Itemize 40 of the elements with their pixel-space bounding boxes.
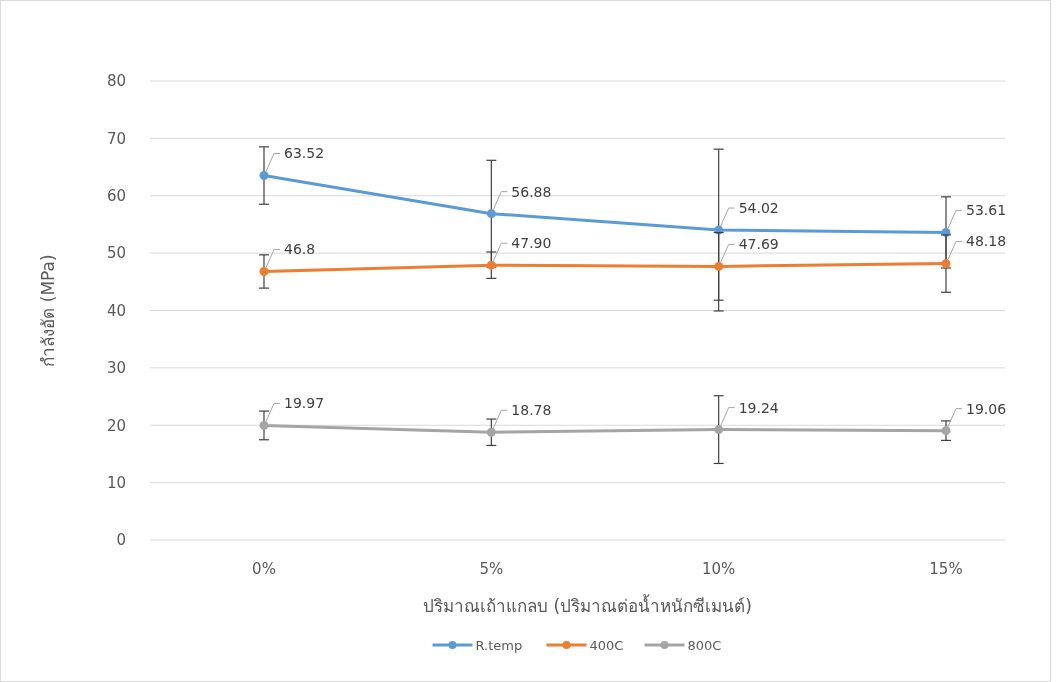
y-tick-label: 70: [106, 129, 126, 148]
point: [486, 260, 496, 270]
data-label: 47.69: [738, 236, 779, 253]
point: [259, 420, 269, 430]
y-tick-label: 0: [116, 531, 126, 550]
data-label: 19.97: [284, 395, 325, 412]
legend-label: 800C: [687, 637, 722, 653]
data-label: 18.78: [511, 402, 552, 419]
x-tick-label: 5%: [479, 560, 504, 578]
y-tick-label: 50: [106, 244, 126, 263]
point: [259, 171, 269, 181]
data-label: 53.61: [966, 202, 1007, 219]
point: [941, 426, 951, 436]
x-axis-title: ปริมาณเถ้าแกลบ (ปริมาณต่อน้ำหนักซีเมนต์): [423, 594, 752, 616]
legend-label: 400C: [589, 637, 624, 653]
legend-label: R.temp: [475, 637, 523, 653]
y-tick-label: 30: [106, 359, 126, 378]
point: [486, 427, 496, 437]
data-label: 19.24: [738, 399, 779, 416]
data-label: 46.8: [284, 241, 316, 258]
y-tick-label: 40: [106, 301, 126, 320]
x-tick-label: 10%: [701, 560, 736, 578]
data-label: 56.88: [511, 183, 552, 200]
y-axis-title: กำลังอัด (MPa): [38, 254, 58, 367]
data-label: 48.18: [966, 233, 1007, 250]
point: [714, 425, 724, 435]
x-tick-label: 0%: [252, 560, 276, 578]
y-tick-label: 60: [106, 187, 126, 205]
data-label: 63.52: [284, 145, 325, 162]
data-label: 54.02: [738, 199, 779, 216]
data-label: 19.06: [966, 400, 1007, 417]
y-tick-label: 20: [106, 416, 126, 435]
point: [486, 209, 496, 219]
point: [259, 266, 269, 276]
x-tick-label: 15%: [929, 560, 963, 578]
data-label: 47.90: [511, 235, 552, 252]
point: [714, 261, 724, 271]
y-tick-label: 80: [106, 72, 126, 91]
point: [941, 259, 951, 269]
y-tick-label: 10: [106, 473, 126, 492]
